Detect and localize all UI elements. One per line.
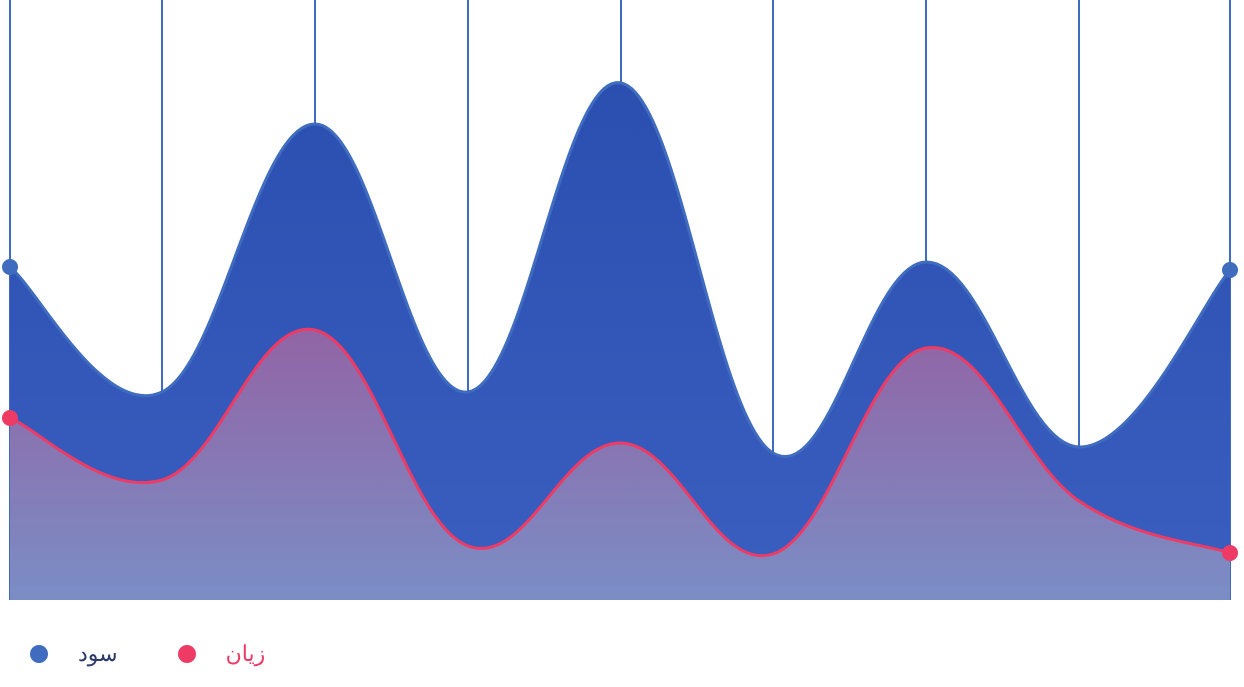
series-marker-profit[interactable] xyxy=(2,259,18,275)
area-chart: سود زیان xyxy=(0,0,1244,687)
legend-label-profit: سود xyxy=(78,641,118,667)
chart-legend: سود زیان xyxy=(30,641,265,667)
legend-item-loss[interactable]: زیان xyxy=(178,641,266,667)
series-marker-profit[interactable] xyxy=(1222,262,1238,278)
series-marker-loss[interactable] xyxy=(2,410,18,426)
series-marker-loss[interactable] xyxy=(1222,545,1238,561)
legend-dot-loss xyxy=(178,645,196,663)
legend-item-profit[interactable]: سود xyxy=(30,641,118,667)
legend-label-loss: زیان xyxy=(226,641,266,667)
chart-svg xyxy=(0,0,1244,687)
legend-dot-profit xyxy=(30,645,48,663)
